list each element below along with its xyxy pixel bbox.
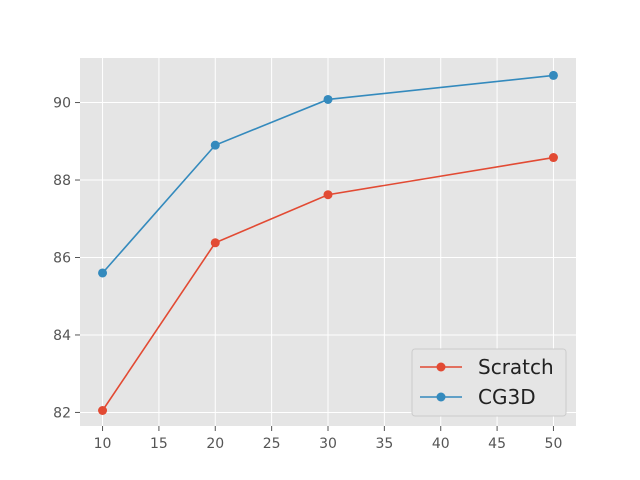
data-point-cg3d (548, 70, 558, 80)
y-tick-label: 86 (53, 250, 71, 266)
y-tick-label: 82 (53, 405, 71, 421)
data-point-scratch (210, 238, 220, 248)
data-point-cg3d (98, 268, 108, 278)
legend-box (411, 348, 567, 417)
series-layer (98, 70, 558, 416)
x-axis-ticks: 10 15 20 25 30 35 40 45 50 (94, 426, 563, 452)
x-tick-label: 40 (432, 436, 450, 452)
x-tick-label: 50 (545, 436, 563, 452)
data-point-scratch (323, 190, 333, 200)
series-cg3d (98, 70, 558, 278)
y-tick-label: 90 (53, 96, 71, 112)
legend-item-cg3d: CG3D (420, 385, 536, 409)
x-tick-label: 15 (150, 436, 168, 452)
y-axis-ticks: 82 84 86 88 90 (53, 96, 80, 421)
series-line-cg3d (101, 74, 554, 274)
x-tick-label: 45 (488, 436, 506, 452)
x-tick-label: 35 (375, 436, 393, 452)
legend-swatch-marker (436, 392, 446, 402)
series-line-scratch (101, 156, 554, 411)
x-tick-label: 20 (206, 436, 224, 452)
legend-label: CG3D (478, 385, 536, 409)
legend: Scratch CG3D (411, 348, 567, 417)
data-point-scratch (98, 406, 108, 416)
legend-swatch-marker (436, 362, 446, 372)
x-tick-label: 10 (94, 436, 112, 452)
x-tick-label: 25 (263, 436, 281, 452)
legend-item-scratch: Scratch (420, 355, 554, 379)
data-point-cg3d (323, 94, 333, 104)
data-point-scratch (548, 153, 558, 163)
data-point-cg3d (210, 140, 220, 150)
y-tick-label: 88 (53, 173, 71, 189)
x-tick-label: 30 (319, 436, 337, 452)
legend-label: Scratch (478, 355, 554, 379)
y-tick-label: 84 (53, 328, 71, 344)
series-scratch (98, 153, 558, 416)
